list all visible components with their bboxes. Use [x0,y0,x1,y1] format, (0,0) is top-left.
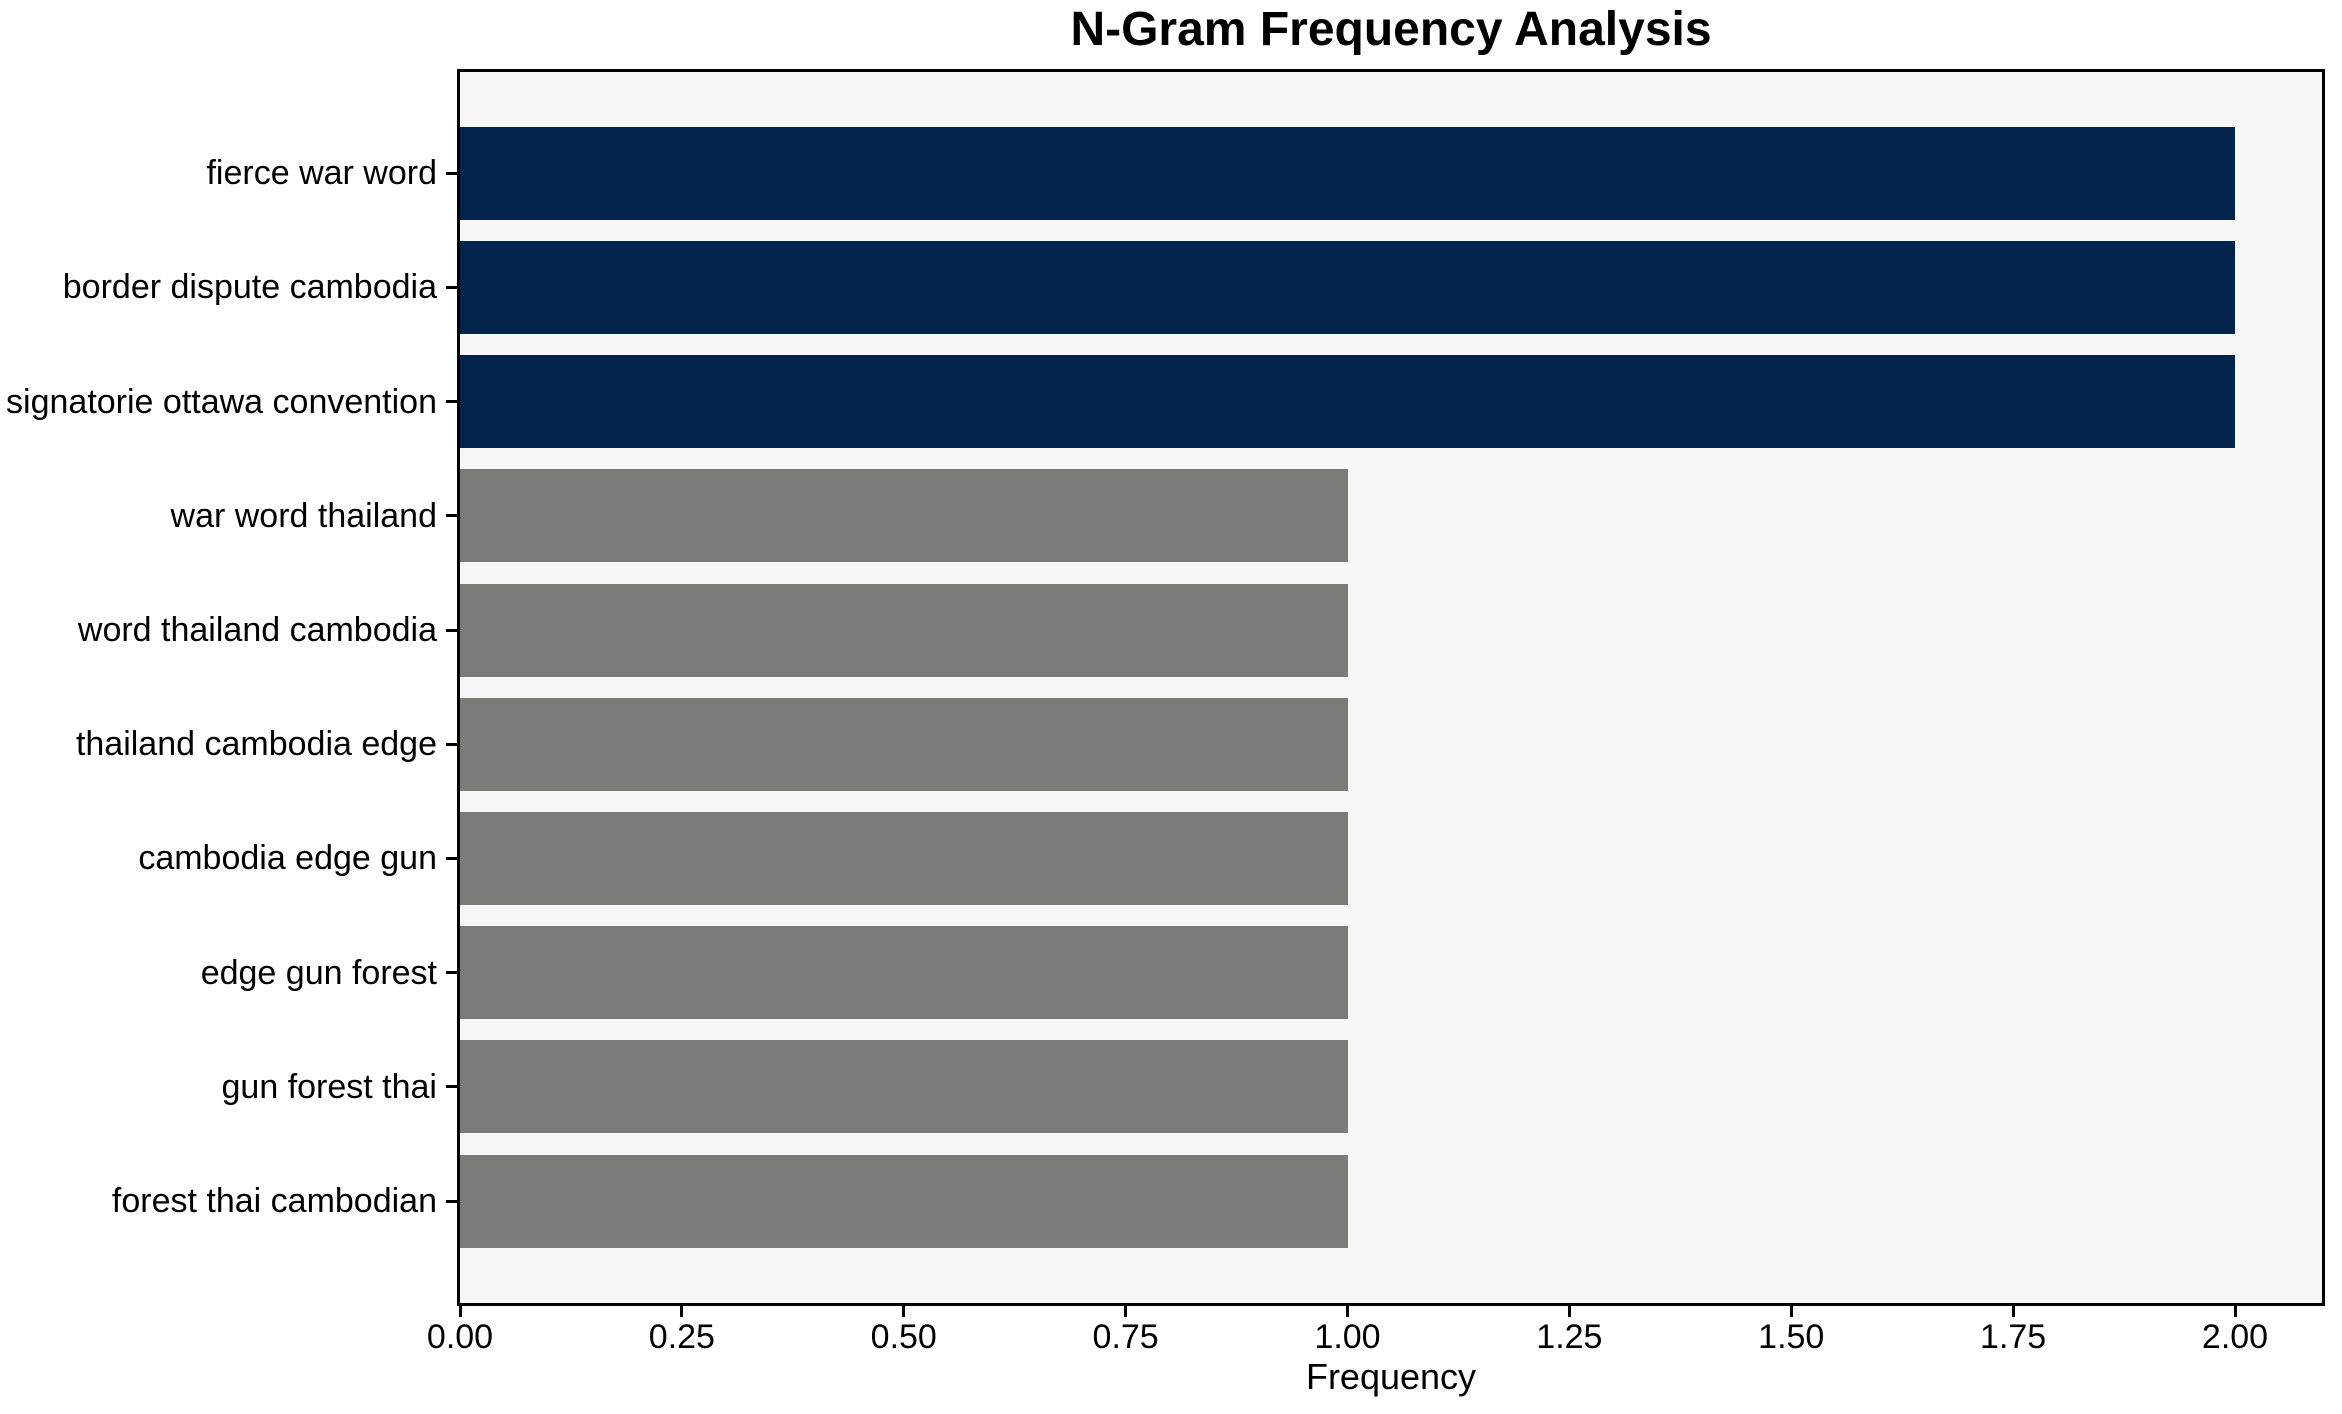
bar [460,240,2236,334]
bar [460,1154,1348,1248]
x-tick-mark [2011,1303,2015,1317]
x-tick-label: 2.00 [2201,1318,2269,1356]
y-tick-mark [446,400,460,404]
y-tick-label: war word thailand [170,496,437,535]
x-tick-mark [1789,1303,1793,1317]
bar [460,469,1348,563]
bar [460,583,1348,677]
x-tick-mark [1124,1303,1128,1317]
y-tick-mark [446,856,460,860]
x-tick-mark [1346,1303,1349,1317]
x-tick-label: 1.00 [1314,1318,1381,1356]
y-tick-mark [446,171,460,175]
x-tick-mark [1567,1303,1571,1317]
y-tick-label: cambodia edge gun [138,839,437,878]
x-tick-mark [458,1303,462,1317]
x-tick-label: 1.25 [1536,1318,1603,1356]
y-tick-label: thailand cambodia edge [75,725,437,764]
x-tick-label: 1.75 [1980,1318,2047,1356]
x-tick-label: 0.50 [870,1318,937,1356]
x-axis-label: Frequency [1305,1356,1477,1397]
bar [460,126,2236,220]
y-tick-label: gun forest thai [221,1067,437,1106]
x-tick-label: 1.50 [1758,1318,1825,1356]
bar [460,697,1348,791]
y-tick-mark [446,1199,460,1203]
y-tick-label: forest thai cambodian [111,1182,437,1220]
y-tick-mark [446,285,460,289]
y-tick-label: border dispute cambodia [62,268,437,307]
bar [460,926,1348,1020]
x-tick-mark [680,1303,684,1317]
y-tick-mark [446,1085,460,1089]
y-tick-label: fierce war word [206,154,437,193]
y-tick-mark [446,628,460,632]
chart-title: N-Gram Frequency Analysis [1070,3,1712,56]
plot-area [457,69,2325,1306]
y-tick-mark [446,514,460,518]
y-tick-mark [446,971,460,975]
x-tick-mark [2233,1303,2237,1317]
x-tick-label: 0.00 [426,1318,494,1356]
y-tick-label: edge gun forest [200,953,437,992]
x-tick-label: 0.25 [648,1318,715,1356]
x-tick-label: 0.75 [1092,1318,1159,1356]
bar [460,355,2236,449]
y-tick-mark [446,742,460,746]
x-tick-mark [902,1303,906,1317]
y-tick-label: signatorie ottawa convention [6,382,437,421]
bar [460,811,1348,905]
y-tick-label: word thailand cambodia [77,611,437,649]
bar [460,1040,1348,1134]
